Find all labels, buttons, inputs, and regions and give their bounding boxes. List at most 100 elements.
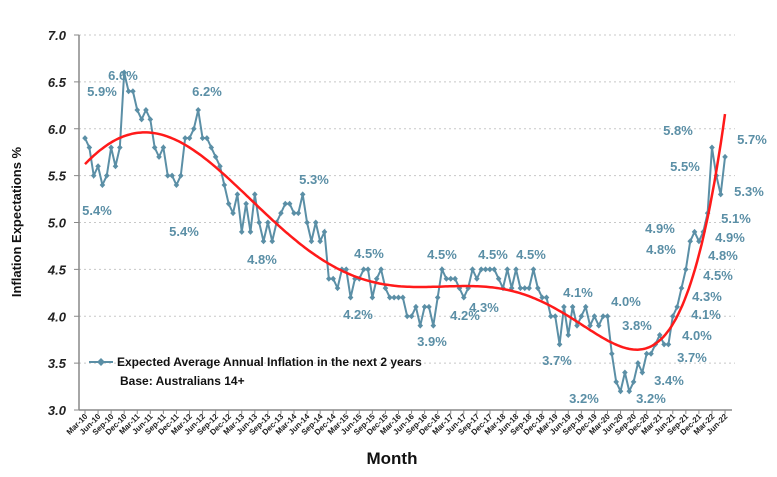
data-point-Oct-18 xyxy=(530,266,537,273)
data-point-Aug-14 xyxy=(312,219,319,226)
data-point-Jan-12 xyxy=(177,172,184,179)
data-label-Jun-21: 4.0% xyxy=(682,328,712,343)
data-point-Sep-17 xyxy=(474,275,480,282)
data-point-Dec-18 xyxy=(539,294,545,301)
data-label-Aug-20: 3.2% xyxy=(636,391,666,406)
data-point-Feb-11 xyxy=(130,88,136,95)
data-point-Apr-18 xyxy=(504,266,511,273)
data-point-Jun-14 xyxy=(304,219,310,226)
data-point-Mar-19 xyxy=(552,313,559,320)
data-point-Dec-19 xyxy=(591,313,598,320)
legend-series-label: Expected Average Annual Inflation in the… xyxy=(117,355,422,369)
data-point-Jul-16 xyxy=(413,303,419,310)
data-point-Dec-13 xyxy=(278,210,284,217)
gridlines xyxy=(74,34,735,411)
data-label-Mar-22: 5.8% xyxy=(663,123,693,138)
data-point-Nov-11 xyxy=(169,172,175,179)
data-point-Aug-13 xyxy=(260,238,267,245)
data-point-Sep-11 xyxy=(160,144,167,151)
y-tick-label: 3.0 xyxy=(48,403,67,418)
data-point-Jun-17 xyxy=(460,294,467,301)
data-point-May-20 xyxy=(613,378,619,385)
data-point-Feb-16 xyxy=(391,294,397,301)
data-point-Aug-21 xyxy=(678,285,685,292)
data-point-Oct-20 xyxy=(635,360,641,367)
data-point-Jul-20 xyxy=(622,369,628,376)
data-point-Oct-11 xyxy=(164,172,171,179)
data-point-Jul-11 xyxy=(151,144,158,151)
data-point-Jun-11 xyxy=(147,116,154,123)
data-point-Nov-15 xyxy=(378,266,384,273)
data-point-Oct-10 xyxy=(112,163,119,170)
data-point-Feb-17 xyxy=(443,275,450,282)
data-label-Oct-21: 4.8% xyxy=(646,242,676,257)
data-point-May-12 xyxy=(195,107,202,113)
data-point-Dec-12 xyxy=(225,200,232,207)
data-point-Apr-15 xyxy=(347,294,354,301)
data-label-Aug-21: 4.3% xyxy=(692,289,722,304)
data-point-Mar-11 xyxy=(134,107,141,113)
data-point-Jun-18 xyxy=(513,266,519,273)
data-point-Jan-17 xyxy=(439,266,445,273)
data-point-Jun-13 xyxy=(252,191,258,198)
data-point-Dec-16 xyxy=(434,294,441,301)
data-point-Mar-14 xyxy=(291,210,297,217)
data-label-Oct-20: 3.4% xyxy=(654,373,684,388)
data-point-Nov-10 xyxy=(117,144,123,151)
data-point-Nov-16 xyxy=(430,322,437,329)
data-point-Nov-21 xyxy=(691,228,698,235)
data-point-Jan-16 xyxy=(386,294,393,301)
data-label-Feb-12: 5.4% xyxy=(169,224,199,239)
data-point-Sep-14 xyxy=(317,238,323,245)
data-point-Feb-18 xyxy=(495,275,502,282)
data-point-Sep-16 xyxy=(421,303,428,310)
data-point-Aug-11 xyxy=(156,153,162,160)
data-label-May-21: 3.7% xyxy=(677,350,707,365)
data-point-May-16 xyxy=(404,313,410,320)
data-label-Jun-20: 3.2% xyxy=(569,391,599,406)
x-tick-labels: Mar-10Jun-10Sep-10Dec-10Mar-11Jun-11Sep-… xyxy=(65,410,730,437)
data-point-Oct-13 xyxy=(269,238,276,245)
data-point-Jun-12 xyxy=(199,135,206,142)
data-point-Oct-17 xyxy=(478,266,485,273)
y-tick-labels: 3.0 3.5 4.0 4.5 5.0 5.5 6.0 6.5 7.0 xyxy=(47,28,67,418)
data-label-Dec-21: 4.8% xyxy=(708,248,738,263)
data-point-Aug-16 xyxy=(417,322,424,329)
data-point-Nov-14 xyxy=(326,275,332,282)
data-point-Aug-18 xyxy=(521,285,528,292)
data-point-Apr-16 xyxy=(400,294,406,301)
data-point-Apr-12 xyxy=(191,125,197,132)
data-point-Dec-21 xyxy=(696,238,702,245)
data-point-Apr-20 xyxy=(609,350,615,357)
data-point-Dec-10 xyxy=(121,69,127,76)
data-point-Mar-13 xyxy=(238,228,245,235)
data-point-Mar-12 xyxy=(186,135,193,142)
data-point-Mar-21 xyxy=(656,332,663,338)
data-point-Sep-19 xyxy=(578,313,585,320)
data-label-Oct-18: 4.5% xyxy=(516,247,546,262)
data-point-Nov-12 xyxy=(221,182,228,188)
data-point-Oct-19 xyxy=(582,303,589,310)
data-point-Jan-18 xyxy=(491,266,498,273)
data-point-Jan-11 xyxy=(125,88,132,95)
data-point-Oct-21 xyxy=(687,238,694,245)
data-point-Apr-11 xyxy=(138,116,145,123)
data-point-Feb-12 xyxy=(182,135,188,142)
data-label-Mar-10: 5.9% xyxy=(87,84,117,99)
legend-base-note: Base: Australians 14+ xyxy=(120,374,245,388)
data-point-Apr-14 xyxy=(295,210,302,217)
data-point-Nov-20 xyxy=(639,369,646,376)
data-label-Sep-21: 4.5% xyxy=(703,268,733,283)
y-tick-label: 4.0 xyxy=(47,309,67,324)
data-point-Feb-20 xyxy=(600,313,606,320)
y-tick-label: 7.0 xyxy=(48,28,67,43)
data-point-Apr-17 xyxy=(452,275,458,282)
data-label-Jan-18: 4.5% xyxy=(478,247,508,262)
data-point-Dec-14 xyxy=(330,275,336,282)
data-labels: 5.9%5.4%6.6%6.2%5.4%4.8%5.3%4.5%4.2%3.9%… xyxy=(82,68,767,406)
data-point-Aug-20 xyxy=(626,388,633,395)
data-point-Sep-20 xyxy=(630,378,637,385)
data-point-Aug-19 xyxy=(574,322,580,329)
data-point-Apr-21 xyxy=(661,341,667,348)
data-point-Apr-13 xyxy=(243,200,249,207)
